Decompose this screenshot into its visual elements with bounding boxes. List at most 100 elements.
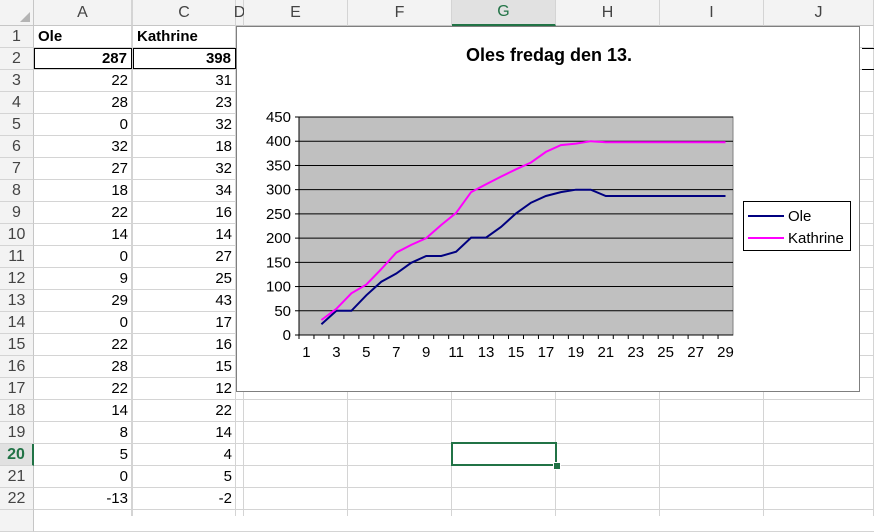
cell-c13[interactable]: 43 bbox=[215, 292, 232, 309]
column-header-f[interactable]: F bbox=[348, 0, 452, 26]
row-header-16[interactable]: 16 bbox=[0, 356, 34, 378]
gridline-col bbox=[235, 26, 236, 516]
cell-c19[interactable]: 14 bbox=[215, 424, 232, 441]
column-header-i[interactable]: I bbox=[660, 0, 764, 26]
cell-a15[interactable]: 22 bbox=[111, 336, 128, 353]
cell-c20[interactable]: 4 bbox=[223, 446, 232, 463]
row-header-17[interactable]: 17 bbox=[0, 378, 34, 400]
cell-c4[interactable]: 23 bbox=[215, 94, 232, 111]
row-header-1[interactable]: 1 bbox=[0, 26, 34, 48]
x-tick-label: 25 bbox=[657, 344, 674, 361]
row-header-9[interactable]: 9 bbox=[0, 202, 34, 224]
cell-a1[interactable]: Ole bbox=[38, 28, 63, 45]
cell-a11[interactable]: 0 bbox=[119, 248, 128, 265]
line-chart[interactable]: Oles fredag den 13. 0 50 100 150 200 250 300 35… bbox=[236, 26, 860, 392]
cell-c1[interactable]: Kathrine bbox=[137, 28, 198, 45]
x-tick-label: 5 bbox=[362, 344, 370, 361]
row-header-5[interactable]: 5 bbox=[0, 114, 34, 136]
row-header-8[interactable]: 8 bbox=[0, 180, 34, 202]
active-cell-selection[interactable] bbox=[451, 442, 557, 466]
cell-c18[interactable]: 22 bbox=[215, 402, 232, 419]
cell-border-overflow bbox=[862, 48, 874, 70]
series-line-kathrine bbox=[320, 140, 726, 321]
row-header-4[interactable]: 4 bbox=[0, 92, 34, 114]
row-header-22[interactable]: 22 bbox=[0, 488, 34, 510]
cell-a6[interactable]: 32 bbox=[111, 138, 128, 155]
cell-a4[interactable]: 28 bbox=[111, 94, 128, 111]
column-header-c[interactable]: C bbox=[133, 0, 236, 26]
cell-a16[interactable]: 28 bbox=[111, 358, 128, 375]
cell-a20[interactable]: 5 bbox=[119, 446, 128, 463]
cell-a12[interactable]: 9 bbox=[119, 270, 128, 287]
cell-c9[interactable]: 16 bbox=[215, 204, 232, 221]
cell-a7[interactable]: 27 bbox=[111, 160, 128, 177]
chart-legend[interactable]: Ole Kathrine bbox=[743, 201, 851, 251]
row-header-7[interactable]: 7 bbox=[0, 158, 34, 180]
cell-a2[interactable]: 287 bbox=[34, 48, 132, 69]
cell-c8[interactable]: 34 bbox=[215, 182, 232, 199]
column-header-a[interactable]: A bbox=[34, 0, 132, 26]
row-header-2[interactable]: 2 bbox=[0, 48, 34, 70]
row-header-10[interactable]: 10 bbox=[0, 224, 34, 246]
column-header-h[interactable]: H bbox=[556, 0, 660, 26]
column-header-e[interactable]: E bbox=[244, 0, 348, 26]
column-header-g[interactable]: G bbox=[452, 0, 556, 26]
x-tick-label: 21 bbox=[597, 344, 614, 361]
cell-a19[interactable]: 8 bbox=[119, 424, 128, 441]
legend-swatch-kathrine bbox=[748, 237, 784, 239]
row-header-23[interactable] bbox=[0, 510, 34, 532]
cell-a13[interactable]: 29 bbox=[111, 292, 128, 309]
column-header-j[interactable]: J bbox=[764, 0, 874, 26]
cell-c10[interactable]: 14 bbox=[215, 226, 232, 243]
y-tick-label: 200 bbox=[266, 230, 291, 247]
row-header-3[interactable]: 3 bbox=[0, 70, 34, 92]
cell-a21[interactable]: 0 bbox=[119, 468, 128, 485]
row-header-19[interactable]: 19 bbox=[0, 422, 34, 444]
cell-c16[interactable]: 15 bbox=[215, 358, 232, 375]
y-tick-label: 50 bbox=[274, 303, 291, 320]
cell-c11[interactable]: 27 bbox=[215, 248, 232, 265]
cell-c15[interactable]: 16 bbox=[215, 336, 232, 353]
gridline-row bbox=[34, 509, 874, 510]
row-header-12[interactable]: 12 bbox=[0, 268, 34, 290]
cell-a3[interactable]: 22 bbox=[111, 72, 128, 89]
y-tick-label: 250 bbox=[266, 206, 291, 223]
cell-a9[interactable]: 22 bbox=[111, 204, 128, 221]
x-tick-label: 27 bbox=[687, 344, 704, 361]
select-all-corner[interactable] bbox=[0, 0, 34, 26]
row-header-14[interactable]: 14 bbox=[0, 312, 34, 334]
row-header-18[interactable]: 18 bbox=[0, 400, 34, 422]
row-header-15[interactable]: 15 bbox=[0, 334, 34, 356]
cell-c6[interactable]: 18 bbox=[215, 138, 232, 155]
column-header-d[interactable]: D bbox=[234, 0, 245, 26]
cell-c5[interactable]: 32 bbox=[215, 116, 232, 133]
row-header-21[interactable]: 21 bbox=[0, 466, 34, 488]
cell-c3[interactable]: 31 bbox=[215, 72, 232, 89]
row-header-11[interactable]: 11 bbox=[0, 246, 34, 268]
cell-c17[interactable]: 12 bbox=[215, 380, 232, 397]
cell-c7[interactable]: 32 bbox=[215, 160, 232, 177]
cell-c14[interactable]: 17 bbox=[215, 314, 232, 331]
cell-a18[interactable]: 14 bbox=[111, 402, 128, 419]
fill-handle[interactable] bbox=[553, 462, 561, 470]
cell-c22[interactable]: -2 bbox=[218, 490, 232, 507]
legend-item-kathrine: Kathrine bbox=[748, 227, 844, 249]
cell-a5[interactable]: 0 bbox=[119, 116, 128, 133]
cell-a8[interactable]: 18 bbox=[111, 182, 128, 199]
x-tick-label: 3 bbox=[332, 344, 340, 361]
x-tick-label: 17 bbox=[538, 344, 555, 361]
y-tick-label: 450 bbox=[266, 109, 291, 126]
x-tick-label: 29 bbox=[717, 344, 734, 361]
cell-c12[interactable]: 25 bbox=[215, 270, 232, 287]
x-tick-label: 19 bbox=[568, 344, 585, 361]
cell-c2[interactable]: 398 bbox=[133, 48, 236, 69]
row-header-20[interactable]: 20 bbox=[0, 444, 34, 466]
cell-a22[interactable]: -13 bbox=[106, 490, 128, 507]
cell-a14[interactable]: 0 bbox=[119, 314, 128, 331]
column-header-i[interactable]: I bbox=[132, 0, 133, 26]
row-header-6[interactable]: 6 bbox=[0, 136, 34, 158]
cell-c21[interactable]: 5 bbox=[223, 468, 232, 485]
cell-a10[interactable]: 14 bbox=[111, 226, 128, 243]
row-header-13[interactable]: 13 bbox=[0, 290, 34, 312]
cell-a17[interactable]: 22 bbox=[111, 380, 128, 397]
